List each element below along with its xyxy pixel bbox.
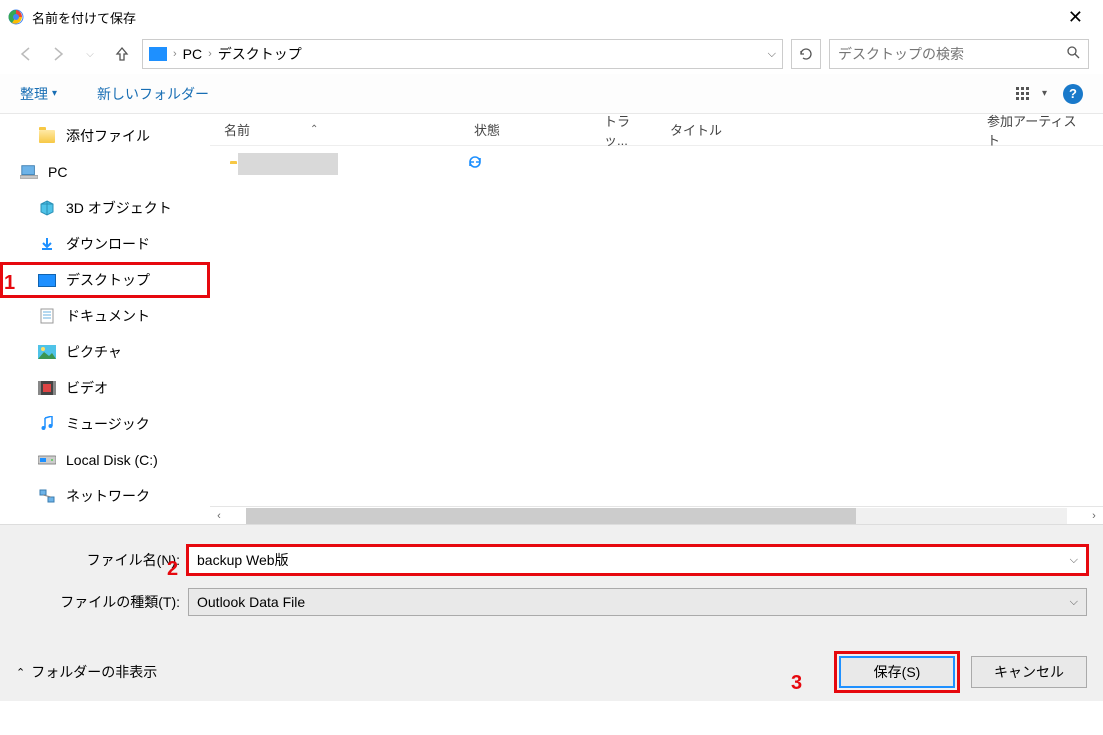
tree-label: ピクチャ	[66, 342, 122, 362]
folder-tree[interactable]: 添付ファイル PC 3D オブジェクト ダウンロード デスクトップ ドキュメント…	[0, 114, 210, 524]
address-bar[interactable]: › PC › デスクトップ ⌵	[142, 39, 783, 69]
filename-dropdown[interactable]: ⌵	[1070, 554, 1078, 567]
disk-icon	[38, 452, 56, 468]
view-button[interactable]: ▾	[1016, 85, 1047, 103]
breadcrumb-sep: ›	[208, 48, 212, 60]
breadcrumb-sep: ›	[173, 48, 177, 60]
folder-icon	[38, 128, 56, 144]
col-artist[interactable]: 参加アーティスト	[973, 111, 1103, 149]
tree-item-attachments[interactable]: 添付ファイル	[0, 118, 210, 154]
recent-dropdown[interactable]: ⌵	[78, 42, 102, 66]
document-icon	[38, 308, 56, 324]
tree-label: Local Disk (C:)	[66, 452, 158, 468]
tree-item-pictures[interactable]: ピクチャ	[0, 334, 210, 370]
search-box[interactable]	[829, 39, 1089, 69]
organize-button[interactable]: 整理 ▾	[20, 84, 57, 104]
new-folder-button[interactable]: 新しいフォルダー	[97, 84, 209, 104]
tree-label: ビデオ	[66, 378, 108, 398]
cancel-button[interactable]: キャンセル	[971, 656, 1087, 688]
tree-item-localdisk[interactable]: Local Disk (C:)	[0, 442, 210, 478]
filename-label: ファイル名(N):	[16, 550, 180, 570]
sort-indicator: ⌃	[310, 124, 318, 135]
file-list: 名前⌃ 状態 トラッ... タイトル 参加アーティスト ‹ ›	[210, 114, 1103, 524]
refresh-button[interactable]	[791, 39, 821, 69]
tree-item-pc[interactable]: PC	[0, 154, 210, 190]
tree-label: ドキュメント	[66, 306, 150, 326]
back-button[interactable]	[14, 42, 38, 66]
column-headers: 名前⌃ 状態 トラッ... タイトル 参加アーティスト	[210, 114, 1103, 146]
tree-label: デスクトップ	[66, 270, 150, 290]
tree-label: ミュージック	[66, 414, 150, 434]
titlebar: 名前を付けて保存 ✕	[0, 0, 1103, 34]
toolbar: 整理 ▾ 新しいフォルダー ▾ ?	[0, 74, 1103, 114]
col-title[interactable]: タイトル	[656, 120, 973, 139]
breadcrumb-current[interactable]: デスクトップ	[218, 44, 302, 64]
tree-item-network[interactable]: ネットワーク	[0, 478, 210, 514]
download-icon	[38, 236, 56, 252]
save-button[interactable]: 保存(S)	[839, 656, 955, 688]
filename-input[interactable]: backup Web版⌵	[188, 546, 1087, 574]
form-area: ファイル名(N): backup Web版⌵ ファイルの種類(T): Outlo…	[0, 524, 1103, 643]
annotation-1: 1	[4, 272, 15, 295]
filetype-label: ファイルの種類(T):	[16, 592, 180, 612]
horizontal-scrollbar[interactable]: ‹ ›	[210, 506, 1103, 524]
tree-label: 添付ファイル	[66, 126, 150, 146]
tree-item-downloads[interactable]: ダウンロード	[0, 226, 210, 262]
up-button[interactable]	[110, 42, 134, 66]
tree-label: PC	[48, 164, 67, 180]
tree-item-3d[interactable]: 3D オブジェクト	[0, 190, 210, 226]
filetype-select[interactable]: Outlook Data File⌵	[188, 588, 1087, 616]
filetype-dropdown[interactable]: ⌵	[1070, 596, 1078, 609]
desktop-icon	[38, 272, 56, 288]
picture-icon	[38, 344, 56, 360]
scroll-track[interactable]	[246, 508, 1067, 524]
hide-folders-button[interactable]: ⌃フォルダーの非表示	[16, 662, 157, 682]
search-input[interactable]	[838, 46, 1066, 62]
file-name-redacted	[238, 153, 338, 175]
tree-label: ダウンロード	[66, 234, 150, 254]
save-highlight: 保存(S)	[837, 654, 957, 690]
forward-button[interactable]	[46, 42, 70, 66]
search-icon	[1066, 45, 1080, 64]
scroll-left[interactable]: ‹	[210, 510, 228, 522]
tree-item-documents[interactable]: ドキュメント	[0, 298, 210, 334]
app-icon	[8, 9, 24, 25]
address-dropdown[interactable]: ⌵	[768, 48, 776, 61]
tree-label: 3D オブジェクト	[66, 198, 172, 218]
3d-icon	[38, 200, 56, 216]
annotation-2: 2	[167, 558, 178, 581]
location-icon	[149, 47, 167, 61]
window-title: 名前を付けて保存	[32, 8, 136, 27]
footer: ⌃フォルダーの非表示 保存(S) キャンセル	[0, 643, 1103, 701]
music-icon	[38, 416, 56, 432]
close-button[interactable]: ✕	[1056, 3, 1095, 32]
file-row[interactable]	[210, 146, 1103, 182]
tree-label: ネットワーク	[66, 486, 150, 506]
col-state[interactable]: 状態	[460, 120, 590, 139]
tree-item-music[interactable]: ミュージック	[0, 406, 210, 442]
video-icon	[38, 380, 56, 396]
network-icon	[38, 488, 56, 504]
help-button[interactable]: ?	[1063, 84, 1083, 104]
col-name[interactable]: 名前⌃	[210, 120, 460, 139]
col-track[interactable]: トラッ...	[590, 111, 656, 149]
tree-item-desktop[interactable]: デスクトップ	[0, 262, 210, 298]
navbar: ⌵ › PC › デスクトップ ⌵	[0, 34, 1103, 74]
breadcrumb-root[interactable]: PC	[183, 46, 202, 62]
tree-item-videos[interactable]: ビデオ	[0, 370, 210, 406]
sync-icon	[466, 153, 484, 176]
scroll-right[interactable]: ›	[1085, 510, 1103, 522]
annotation-3: 3	[791, 672, 802, 695]
pc-icon	[20, 164, 38, 180]
